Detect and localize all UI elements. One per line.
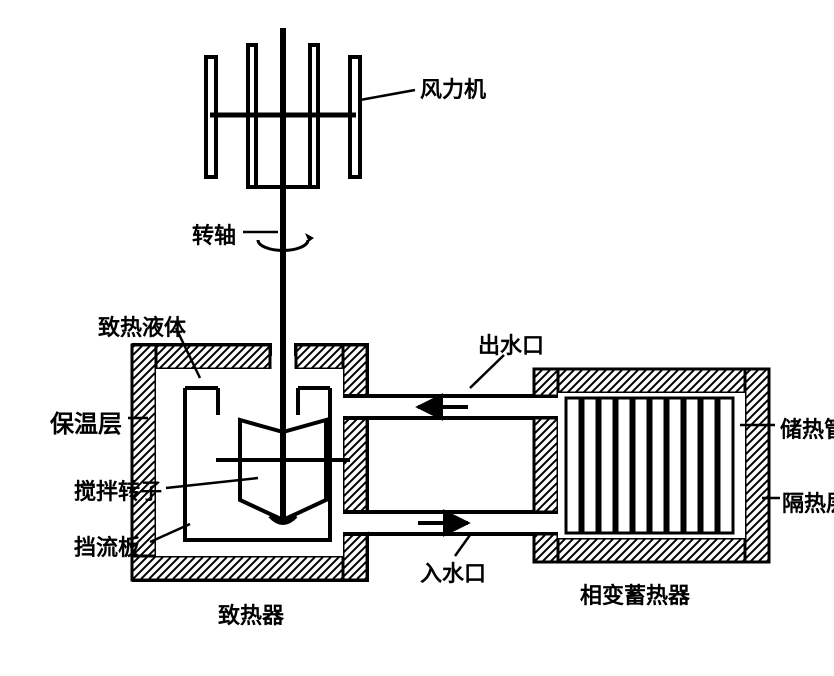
label-insulation-layer: 保温层 bbox=[50, 404, 122, 439]
label-stir-rotor: 搅拌转子 bbox=[74, 474, 162, 506]
label-heat-insulation-layer: 隔热层 bbox=[782, 486, 834, 518]
label-water-outlet: 出水口 bbox=[478, 328, 544, 360]
diagram-canvas: 风力机 转轴 致热液体 保温层 搅拌转子 挡流板 致热器 出水口 入水口 储热管… bbox=[0, 0, 834, 671]
label-heater: 致热器 bbox=[218, 598, 284, 630]
storage-box bbox=[534, 369, 769, 562]
label-heat-storage-tube: 储热管 bbox=[780, 412, 834, 444]
label-wind-turbine: 风力机 bbox=[420, 72, 486, 104]
label-heat-fluid: 致热液体 bbox=[98, 310, 186, 342]
label-baffle: 挡流板 bbox=[74, 530, 140, 562]
label-water-inlet: 入水口 bbox=[420, 556, 486, 588]
label-phase-change-storage: 相变蓄热器 bbox=[580, 578, 690, 610]
label-shaft: 转轴 bbox=[192, 218, 236, 250]
pipes bbox=[343, 396, 558, 534]
